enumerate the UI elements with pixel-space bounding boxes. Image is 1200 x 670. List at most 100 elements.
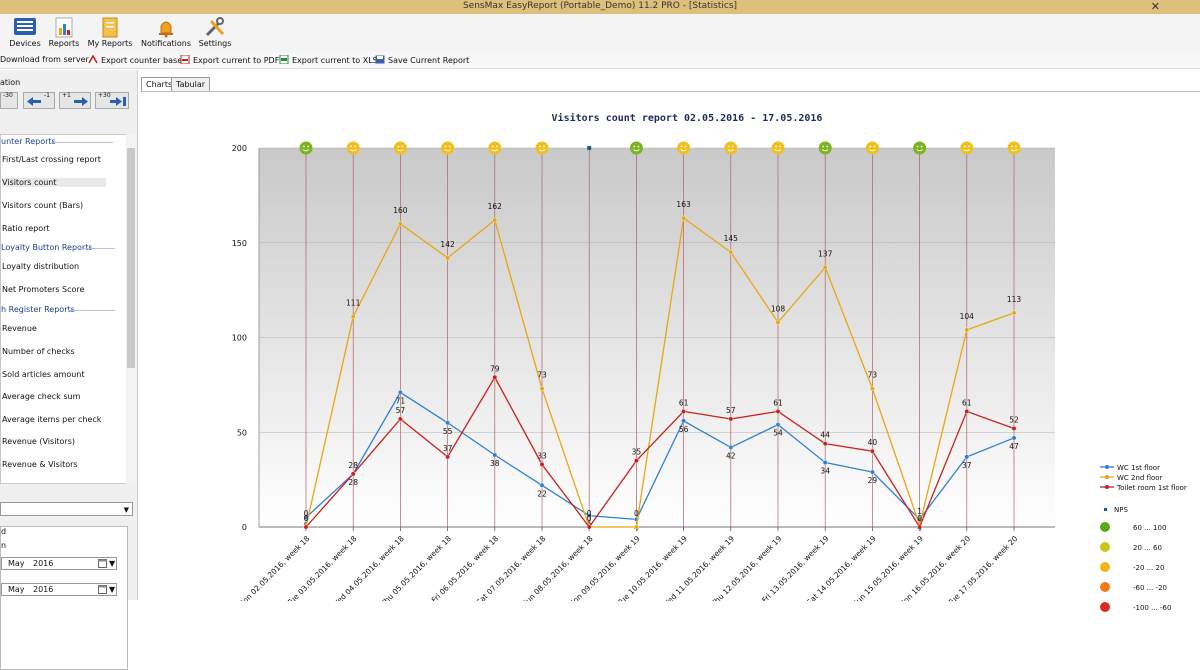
- data-label: 79: [490, 364, 500, 373]
- report-first-last-crossing[interactable]: First/Last crossing report: [2, 155, 101, 164]
- report-revenue-and-visitors[interactable]: Revenue & Visitors: [2, 460, 78, 469]
- nps-face-icon: [818, 141, 832, 155]
- nps-face-icon: [771, 141, 785, 155]
- date-from-month: May: [8, 559, 25, 568]
- chevron-down-icon[interactable]: ▼: [109, 585, 116, 594]
- nps-face-eye: [491, 145, 494, 148]
- series-line-1: [305, 391, 1015, 521]
- nps-face-eye: [354, 145, 357, 148]
- data-label: 6: [587, 520, 592, 529]
- nps-face-eye: [633, 145, 636, 148]
- export-base-icon: [88, 54, 98, 64]
- nps-face-icon: [960, 141, 974, 155]
- report-net-promoters-score[interactable]: Net Promoters Score: [2, 285, 85, 294]
- nps-dot-icon: [1104, 508, 1107, 511]
- data-label: 71: [396, 396, 406, 405]
- report-number-of-checks[interactable]: Number of checks: [2, 347, 75, 356]
- data-label: 57: [726, 406, 736, 415]
- report-average-check-sum[interactable]: Average check sum: [2, 392, 81, 401]
- data-point: [822, 264, 828, 270]
- nps-face-mouth: [963, 149, 971, 152]
- nps-face-eye: [448, 145, 451, 148]
- data-point: [728, 416, 734, 422]
- notifications-button[interactable]: Notifications: [140, 16, 192, 48]
- section-divider: [68, 310, 115, 311]
- nps-face-eye: [1015, 145, 1017, 148]
- nps-face-mouth: [1010, 149, 1018, 152]
- nps-face-eye: [822, 145, 825, 148]
- save-current-report-button[interactable]: Save Current Report: [375, 55, 469, 65]
- nps-face-icon: [441, 141, 455, 155]
- data-label: 37: [962, 461, 972, 470]
- reports-label: Reports: [48, 39, 80, 48]
- nps-face-eye: [680, 145, 683, 148]
- nps-face-icon: [1100, 522, 1110, 532]
- counter-select[interactable]: ▼: [0, 502, 133, 516]
- save-icon: [375, 55, 385, 64]
- devices-icon: [13, 16, 37, 38]
- data-point: [492, 374, 498, 380]
- nps-face-eye: [637, 145, 640, 148]
- y-tick-label: 100: [232, 334, 247, 343]
- export-counter-base-button[interactable]: Export counter base: [88, 54, 182, 65]
- back-1-button[interactable]: -1: [23, 92, 55, 109]
- report-ratio[interactable]: Ratio report: [2, 224, 50, 233]
- back-30-button[interactable]: -30: [0, 92, 18, 109]
- report-revenue[interactable]: Revenue: [2, 324, 37, 333]
- close-icon[interactable]: ✕: [1150, 0, 1160, 13]
- report-average-items-per-check[interactable]: Average items per check: [2, 415, 102, 424]
- tab-tabular[interactable]: Tabular: [171, 77, 211, 91]
- section-divider: [73, 248, 115, 249]
- reports-button[interactable]: Reports: [48, 16, 80, 48]
- forward-30-button[interactable]: +30: [95, 92, 129, 109]
- nps-face-icon: [535, 141, 549, 155]
- calendar-icon[interactable]: [98, 558, 107, 570]
- nps-face-icon: [488, 141, 502, 155]
- nps-face-icon: [865, 141, 879, 155]
- data-label: 162: [488, 202, 503, 211]
- data-label: 56: [679, 425, 689, 434]
- data-point: [1011, 310, 1017, 316]
- date-from-year: 2016: [33, 559, 54, 568]
- data-point: [633, 458, 639, 464]
- report-visitors-count[interactable]: Visitors count: [2, 178, 106, 187]
- data-point: [681, 409, 686, 414]
- nps-face-icon: [913, 141, 927, 155]
- report-visitors-count-bars[interactable]: Visitors count (Bars): [2, 201, 84, 210]
- nps-face-mouth: [821, 149, 829, 152]
- data-point: [917, 524, 922, 530]
- report-revenue-visitors[interactable]: Revenue (Visitors): [2, 437, 76, 446]
- data-label: 160: [393, 206, 408, 215]
- nps-face-mouth: [869, 149, 876, 152]
- back-1-label: -1: [44, 92, 50, 99]
- chart-title: Visitors count report 02.05.2016 - 17.05…: [552, 112, 823, 124]
- export-pdf-button[interactable]: Export current to PDF: [180, 54, 279, 65]
- data-label: 0: [634, 509, 639, 518]
- my-reports-button[interactable]: My Reports: [86, 16, 134, 48]
- calendar-icon[interactable]: [98, 584, 107, 596]
- settings-button[interactable]: Settings: [198, 16, 232, 48]
- toolbar: Download from server Export counter base…: [0, 52, 1200, 69]
- report-loyalty-distribution[interactable]: Loyalty distribution: [2, 262, 80, 271]
- window-title: SensMax EasyReport (Portable_Demo) 11.2 …: [462, 1, 738, 11]
- title-bar: SensMax EasyReport (Portable_Demo) 11.2 …: [0, 0, 1200, 14]
- date-from-field[interactable]: May 2016 ▼: [1, 557, 117, 570]
- nps-face-mouth: [491, 149, 499, 152]
- data-label: 61: [679, 398, 689, 407]
- date-to-month: May: [8, 585, 25, 594]
- devices-button[interactable]: Devices: [8, 16, 42, 48]
- download-from-server-button[interactable]: Download from server: [0, 55, 89, 64]
- data-label: 61: [773, 398, 783, 407]
- report-list-scroll-thumb[interactable]: [127, 148, 135, 368]
- nps-face-icon: [1100, 562, 1110, 572]
- legend-label: Toilet room 1st floor: [1117, 484, 1187, 492]
- export-xls-button[interactable]: Export current to XLS: [279, 54, 378, 65]
- data-point: [870, 448, 875, 454]
- report-sold-articles-amount[interactable]: Sold articles amount: [2, 370, 85, 379]
- date-to-field[interactable]: May 2016 ▼: [1, 583, 117, 596]
- data-label: 163: [676, 200, 691, 209]
- forward-1-button[interactable]: +1: [59, 92, 91, 109]
- notifications-label: Notifications: [140, 39, 192, 48]
- chevron-down-icon[interactable]: ▼: [109, 559, 116, 568]
- xls-label: Export current to XLS: [292, 56, 378, 65]
